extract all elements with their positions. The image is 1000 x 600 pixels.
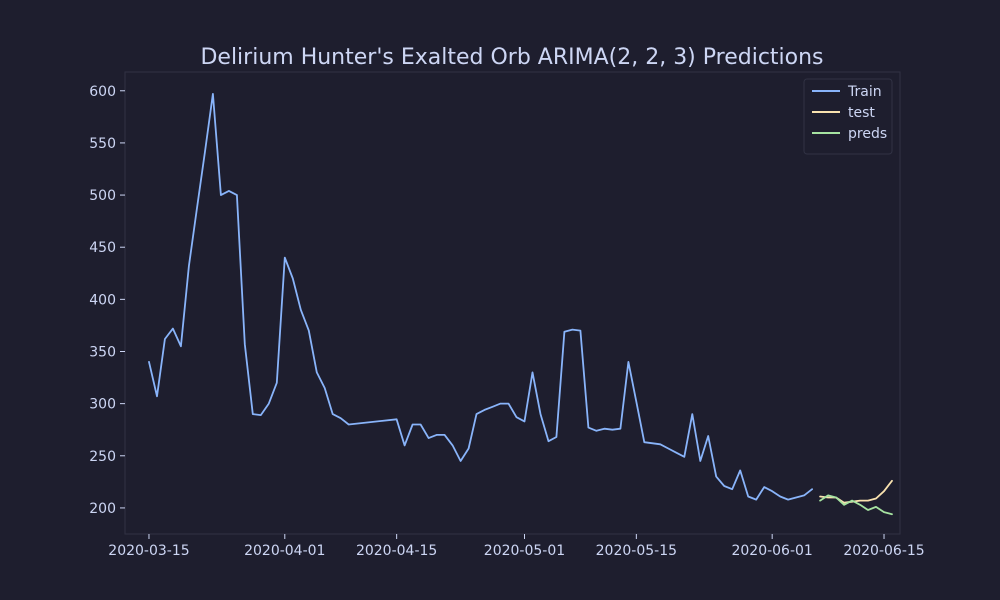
x-tick-label: 2020-06-15	[843, 543, 924, 559]
legend-box	[803, 78, 893, 155]
series-layer	[148, 93, 893, 516]
x-tick-label: 2020-05-15	[596, 543, 677, 559]
series-line-test	[819, 479, 893, 504]
legend-label-preds: preds	[848, 126, 887, 142]
y-axis: 200 250 300 350 400 450 500 550 600	[89, 84, 125, 517]
y-tick-label: 350	[89, 344, 116, 360]
x-tick-label: 2020-06-01	[731, 543, 812, 559]
y-tick-label: 600	[89, 84, 116, 100]
y-tick-label: 550	[89, 136, 116, 152]
x-axis: 2020-03-15 2020-04-01 2020-04-15 2020-05-01…	[108, 534, 925, 559]
y-tick-label: 450	[89, 240, 116, 256]
series-line-preds	[819, 494, 893, 516]
y-tick-label: 200	[89, 501, 116, 517]
legend: Train test preds	[803, 78, 893, 155]
x-tick-label: 2020-04-15	[356, 543, 437, 559]
y-tick-label: 300	[89, 397, 116, 413]
x-tick-label: 2020-05-01	[484, 543, 565, 559]
chart-title: Delirium Hunter's Exalted Orb ARIMA(2, 2…	[200, 45, 823, 70]
y-tick-label: 500	[89, 188, 116, 204]
legend-label-test: test	[848, 105, 875, 121]
legend-label-train: Train	[847, 84, 882, 100]
series-line-train	[148, 93, 813, 501]
plot-area	[124, 71, 901, 535]
y-tick-label: 400	[89, 292, 116, 308]
x-tick-label: 2020-04-01	[244, 543, 325, 559]
y-tick-label: 250	[89, 449, 116, 465]
x-tick-label: 2020-03-15	[108, 543, 189, 559]
